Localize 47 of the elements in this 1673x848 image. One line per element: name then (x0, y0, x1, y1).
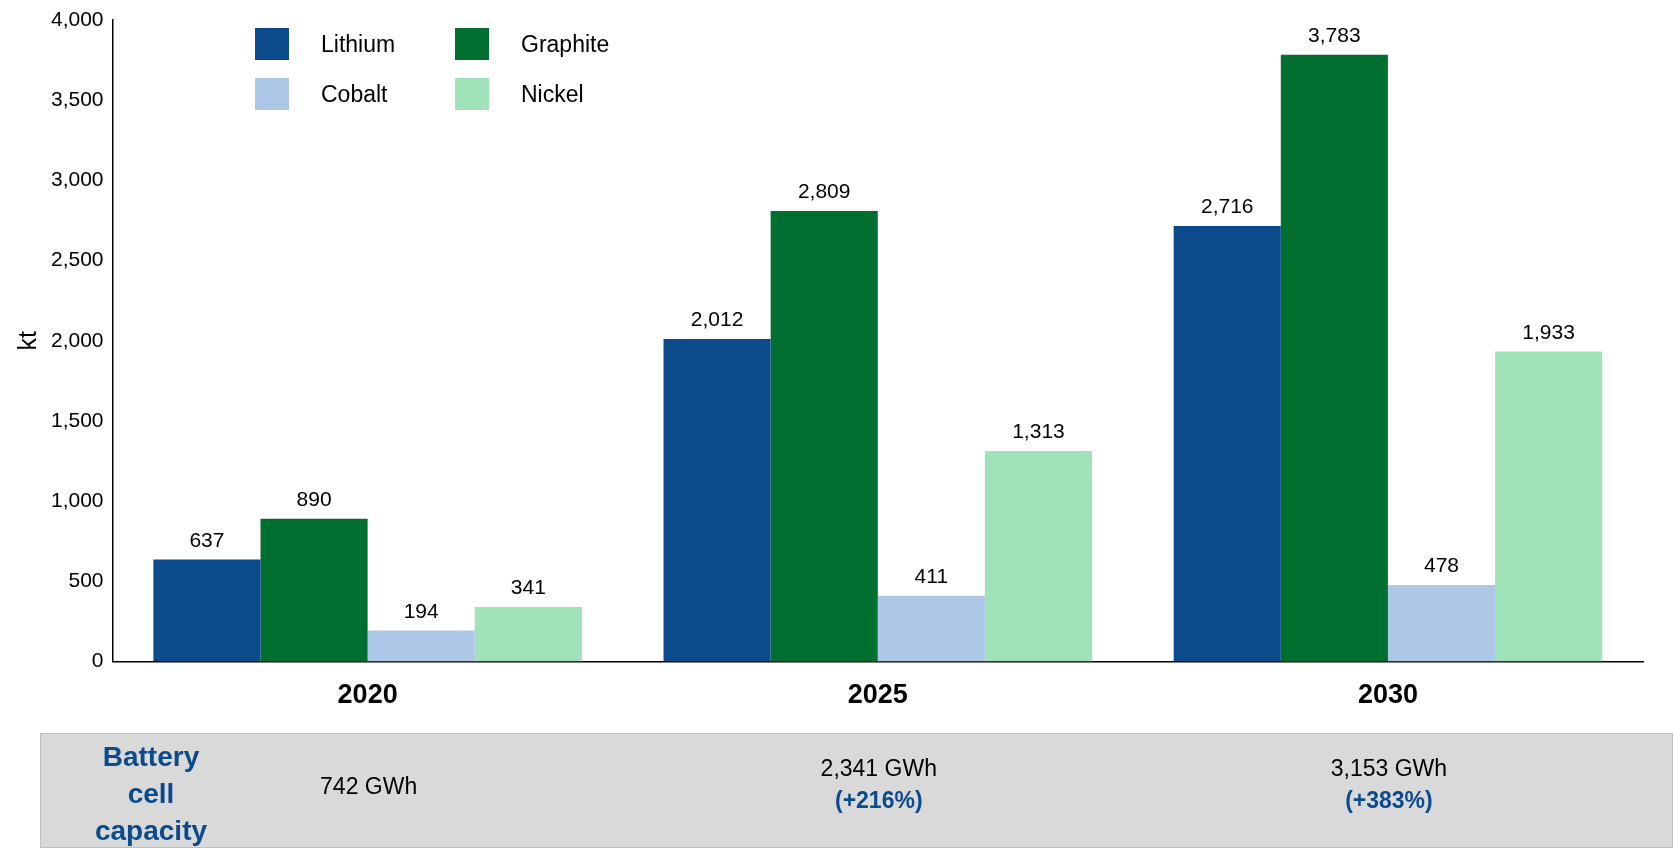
data-label: 2,716 (1200, 194, 1254, 218)
legend-label: Cobalt (321, 80, 388, 108)
legend-label: Lithium (321, 30, 396, 58)
text: 2,341 GWh (820, 754, 937, 783)
x-tick-label: 2030 (1357, 679, 1418, 710)
bar (474, 606, 582, 662)
data-label: 341 (510, 575, 546, 599)
bar (984, 451, 1093, 662)
bar (1495, 351, 1603, 662)
data-label: 478 (1423, 553, 1460, 577)
bar (877, 595, 985, 662)
y-tick-label: 2,000 (50, 327, 104, 351)
bar (1280, 54, 1388, 662)
x-tick-label: 2020 (337, 679, 398, 710)
legend-label: Graphite (521, 30, 610, 58)
text: (+383%) (1345, 786, 1433, 815)
bar (770, 211, 878, 662)
text: 742 GWh (320, 772, 418, 801)
y-tick-label: 0 (91, 648, 104, 672)
bar (1387, 584, 1496, 662)
y-axis-title: kt (12, 331, 41, 351)
bar (663, 338, 771, 662)
data-label: 637 (189, 527, 225, 551)
data-label: 2,809 (797, 179, 851, 203)
y-tick-label: 4,000 (50, 6, 104, 30)
bar (153, 559, 261, 662)
legend-label: Nickel (521, 80, 584, 108)
y-tick-label: 500 (68, 568, 104, 592)
y-tick-label: 3,500 (50, 87, 104, 110)
data-label: 1,933 (1522, 319, 1575, 343)
data-label: 194 (403, 598, 440, 622)
y-tick-label: 2,500 (50, 247, 104, 271)
x-tick-label: 2025 (847, 679, 908, 710)
data-label: 890 (296, 487, 332, 511)
data-label: 411 (914, 563, 949, 587)
bar (367, 630, 475, 662)
data-label: 3,783 (1308, 23, 1361, 47)
y-tick-label: 1,500 (50, 407, 104, 431)
text: 3,153 GWh (1330, 754, 1448, 783)
y-tick-label: 1,000 (50, 488, 104, 511)
text: (+216%) (834, 786, 923, 815)
bar (1173, 225, 1281, 662)
y-tick-label: 3,000 (50, 167, 104, 191)
data-label: 1,313 (1012, 419, 1065, 443)
data-label: 2,012 (690, 307, 744, 331)
bar (260, 518, 368, 662)
text: Battery cell capacity (93, 740, 209, 848)
